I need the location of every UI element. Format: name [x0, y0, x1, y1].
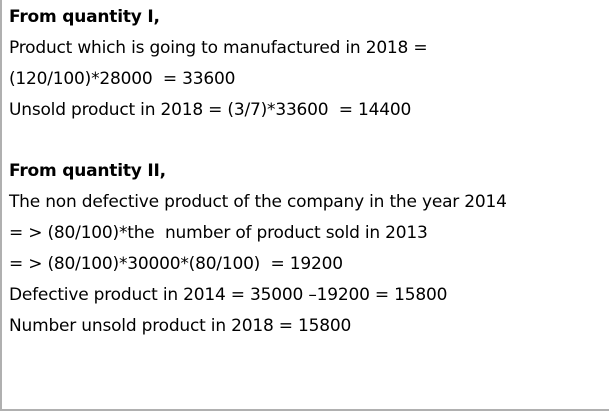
quantity-1-line: Product which is going to manufactured i… — [9, 38, 428, 58]
quantity-2-heading: From quantity II, — [9, 161, 166, 181]
quantity-2-line: = > (80/100)*the number of product sold … — [9, 223, 428, 243]
quantity-1-line: Unsold product in 2018 = (3/7)*33600 = 1… — [9, 100, 412, 120]
quantity-1-line: (120/100)*28000 = 33600 — [9, 69, 236, 89]
section-gap — [9, 126, 607, 156]
quantity-2-line: The non defective product of the company… — [9, 192, 507, 212]
quantity-2-line: = > (80/100)*30000*(80/100) = 19200 — [9, 254, 343, 274]
quantity-2-line: Defective product in 2014 = 35000 –19200… — [9, 285, 448, 305]
solution-text: From quantity I, Product which is going … — [9, 2, 607, 342]
quantity-2-line: Number unsold product in 2018 = 15800 — [9, 316, 352, 336]
quantity-1-heading: From quantity I, — [9, 7, 160, 27]
